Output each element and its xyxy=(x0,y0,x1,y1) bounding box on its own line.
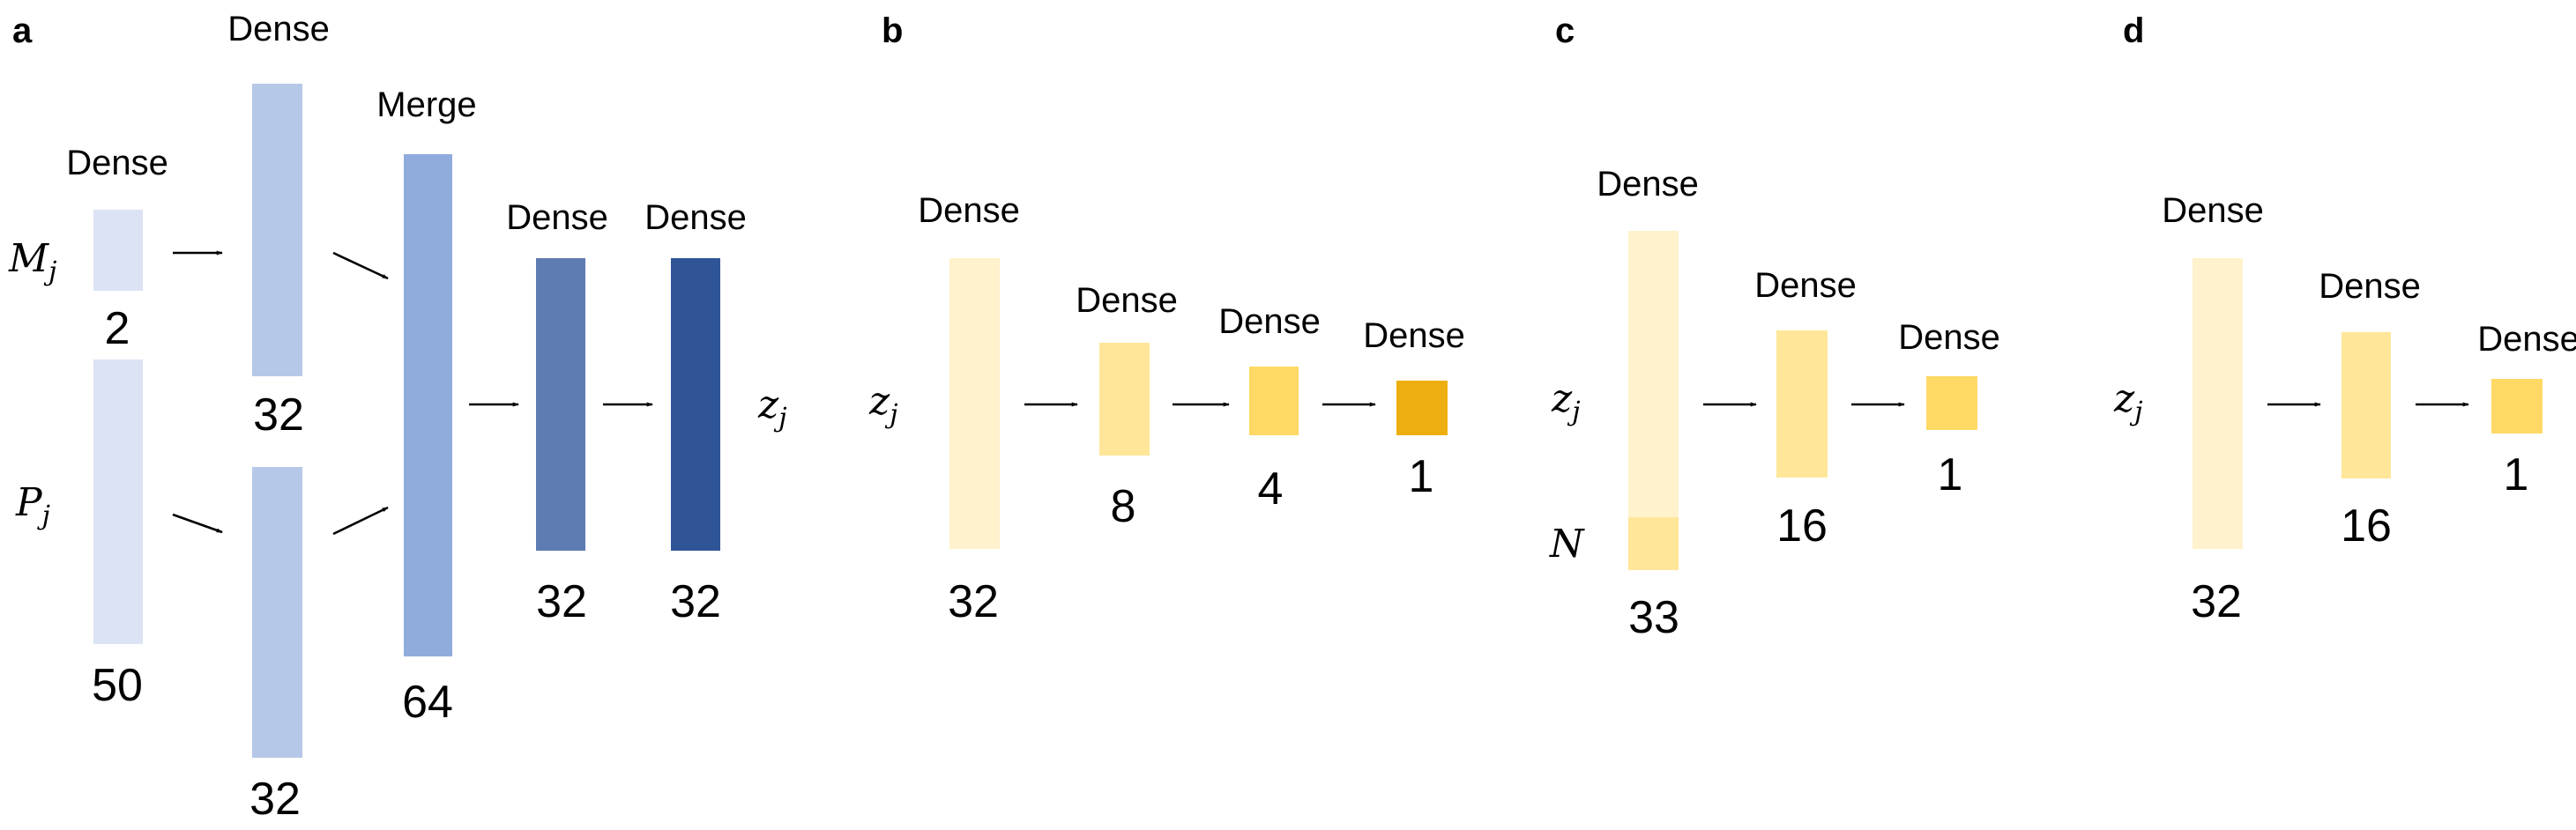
dense2-layer xyxy=(1926,376,1977,430)
panel-b: b zj Dense 32 Dense 8 Dense 4 Dense 1 xyxy=(868,11,1465,627)
p-input-size: 50 xyxy=(92,660,143,711)
dense3-layer xyxy=(1396,381,1448,435)
panel-c-label: c xyxy=(1555,11,1575,50)
dense2-size: 4 xyxy=(1258,463,1284,515)
merge-size: 64 xyxy=(402,677,453,728)
dense2-top-label: Dense xyxy=(1898,318,2000,357)
dense1-size: 8 xyxy=(1111,481,1136,532)
input-size: 32 xyxy=(948,576,999,627)
dense3-top-label: Dense xyxy=(1363,316,1465,355)
dense2-layer xyxy=(671,258,720,551)
output-z-label: zj xyxy=(757,382,787,434)
dense1-layer xyxy=(1099,343,1150,456)
dense2-layer xyxy=(1249,367,1299,435)
arrow-p-to-merge xyxy=(332,506,389,536)
dense2-size: 1 xyxy=(2504,449,2529,500)
merge-layer xyxy=(404,154,452,656)
dense1-top-label: Dense xyxy=(1754,266,1857,305)
m-input-size: 2 xyxy=(105,303,130,354)
m-input-top-label: Dense xyxy=(66,144,168,182)
merge-top-label: Merge xyxy=(376,85,476,124)
dense2-top-label: Dense xyxy=(2477,320,2576,359)
input-layer xyxy=(949,258,1000,549)
dense1-top-label: Dense xyxy=(1076,281,1178,320)
p-dense-size: 32 xyxy=(249,774,301,825)
dense1-size: 16 xyxy=(2341,500,2392,552)
panel-c: c zj N Dense 33 Dense 16 Dense 1 xyxy=(1549,11,2000,643)
input-z-block xyxy=(1628,231,1679,517)
dense1-top-label: Dense xyxy=(506,198,608,237)
input-n-block xyxy=(1628,517,1679,570)
panel-d: d zj Dense 32 Dense 16 Dense 1 xyxy=(2113,11,2576,627)
input-z-label: zj xyxy=(2113,376,2143,427)
dense2-top-label: Dense xyxy=(1218,302,1321,341)
arrow-m-to-merge xyxy=(332,251,389,280)
input-top-label: Dense xyxy=(918,191,1020,230)
dense1-size: 16 xyxy=(1776,500,1828,552)
input-top-label: Dense xyxy=(2162,191,2264,230)
dense2-size: 1 xyxy=(1938,449,1963,500)
input-layer xyxy=(2193,258,2243,549)
m-input-layer xyxy=(93,210,143,291)
dense2-layer xyxy=(2491,379,2542,434)
dense2-size: 32 xyxy=(670,576,721,627)
m-dense-size: 32 xyxy=(253,389,304,441)
dense1-layer xyxy=(2341,332,2391,478)
panel-b-label: b xyxy=(882,11,903,50)
input-size: 32 xyxy=(2191,576,2242,627)
input-top-label: Dense xyxy=(1597,165,1699,204)
input-p-label: Pj xyxy=(15,480,50,531)
input-z-label: zj xyxy=(868,379,898,430)
input-z-label: zj xyxy=(1551,376,1581,427)
dense1-top-label: Dense xyxy=(2319,267,2421,306)
dense1-layer xyxy=(536,258,585,551)
panel-d-label: d xyxy=(2123,11,2144,50)
dense1-layer xyxy=(1776,330,1828,478)
panel-a-label: a xyxy=(12,11,33,50)
arrow-p-to-dense xyxy=(172,513,223,534)
input-size: 33 xyxy=(1628,592,1679,643)
input-m-label: Mj xyxy=(8,236,56,287)
dense3-size: 1 xyxy=(1409,451,1434,502)
p-dense-layer xyxy=(252,467,302,758)
dense1-size: 32 xyxy=(536,576,587,627)
m-dense-layer xyxy=(252,84,302,376)
panel-a: a Mj Pj Dense 2 50 Dense 32 32 Merge 64 … xyxy=(8,10,787,825)
input-n-label: N xyxy=(1549,522,1585,567)
dense2-top-label: Dense xyxy=(644,198,747,237)
m-dense-top-label: Dense xyxy=(227,10,330,48)
p-input-layer xyxy=(93,359,143,644)
